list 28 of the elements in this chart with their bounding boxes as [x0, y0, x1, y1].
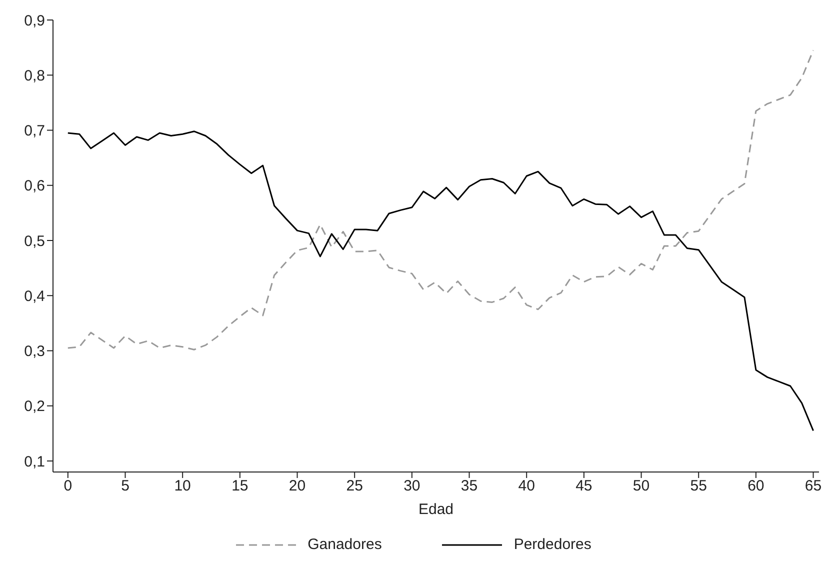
- x-tick-label: 40: [518, 478, 535, 495]
- x-tick-label: 10: [174, 478, 191, 495]
- x-tick-label: 30: [404, 478, 420, 495]
- x-tick-label: 45: [576, 478, 592, 495]
- y-tick-label: 0,5: [24, 232, 45, 250]
- y-tick-label: 0,2: [24, 398, 45, 416]
- legend-label: Ganadores: [308, 536, 382, 553]
- legend-label: Perdedores: [514, 536, 592, 553]
- line-series: [67, 50, 814, 350]
- x-tick-label: 5: [121, 478, 130, 495]
- x-tick-label: 35: [460, 478, 478, 495]
- y-tick-label: 0,3: [24, 343, 45, 360]
- x-tick-label: 55: [690, 478, 707, 495]
- x-tick-label: 20: [288, 478, 306, 495]
- x-axis-title: Edad: [418, 501, 454, 518]
- x-tick-label: 0: [64, 478, 72, 495]
- line-series: [67, 130, 814, 432]
- x-tick-label: 25: [346, 478, 363, 495]
- y-tick-label: 0,1: [24, 453, 45, 470]
- x-tick-label: 15: [232, 478, 248, 495]
- y-tick-label: 0,4: [24, 288, 45, 305]
- y-tick-label: 0,9: [24, 12, 45, 30]
- y-tick-label: 0,8: [24, 67, 45, 84]
- x-tick-label: 60: [748, 478, 764, 495]
- x-tick-label: 50: [632, 478, 650, 495]
- x-tick-label: 65: [804, 478, 822, 495]
- y-tick-label: 0,7: [24, 122, 45, 140]
- y-tick-label: 0,6: [24, 178, 45, 195]
